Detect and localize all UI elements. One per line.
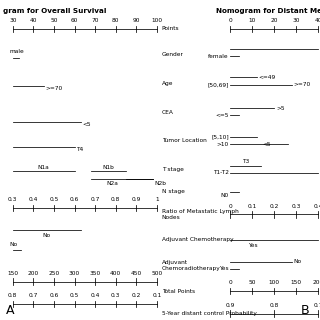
- Text: 500: 500: [151, 271, 163, 276]
- Text: B: B: [301, 304, 309, 317]
- Text: 0.7: 0.7: [314, 303, 320, 308]
- Text: T stage: T stage: [162, 167, 183, 172]
- Text: 0.8: 0.8: [8, 293, 18, 298]
- Text: 0.1: 0.1: [248, 204, 257, 209]
- Text: 50: 50: [249, 280, 256, 285]
- Text: gram for Overall Survival: gram for Overall Survival: [3, 8, 107, 14]
- Text: 0: 0: [228, 280, 232, 285]
- Text: 0.1: 0.1: [152, 293, 161, 298]
- Text: 100: 100: [269, 280, 280, 285]
- Text: 70: 70: [91, 18, 99, 23]
- Text: 0.6: 0.6: [49, 293, 59, 298]
- Text: male: male: [10, 49, 24, 54]
- Text: T3: T3: [242, 159, 249, 164]
- Text: 0.7: 0.7: [90, 197, 100, 202]
- Text: 0.3: 0.3: [111, 293, 120, 298]
- Text: 0.4: 0.4: [29, 197, 38, 202]
- Text: 90: 90: [132, 18, 140, 23]
- Text: Gender: Gender: [162, 52, 183, 57]
- Text: 30: 30: [9, 18, 17, 23]
- Text: Tumor Location: Tumor Location: [162, 138, 206, 143]
- Text: 150: 150: [291, 280, 302, 285]
- Text: 60: 60: [71, 18, 78, 23]
- Text: 100: 100: [151, 18, 162, 23]
- Text: 0.2: 0.2: [132, 293, 141, 298]
- Text: 200: 200: [28, 271, 39, 276]
- Text: >=70: >=70: [294, 82, 311, 87]
- Text: 400: 400: [110, 271, 121, 276]
- Text: CEA: CEA: [162, 109, 173, 115]
- Text: 0.9: 0.9: [132, 197, 141, 202]
- Text: 450: 450: [131, 271, 142, 276]
- Text: 350: 350: [90, 271, 101, 276]
- Text: 10: 10: [249, 18, 256, 23]
- Text: 200: 200: [313, 280, 320, 285]
- Text: female: female: [208, 53, 229, 59]
- Text: Adjuvant
Chemoradiotherapy: Adjuvant Chemoradiotherapy: [162, 260, 220, 271]
- Text: >=70: >=70: [45, 86, 62, 92]
- Text: 1: 1: [155, 197, 159, 202]
- Text: A: A: [6, 304, 15, 317]
- Text: 0.5: 0.5: [70, 293, 79, 298]
- Text: male: male: [319, 46, 320, 51]
- Text: T1-T2: T1-T2: [213, 170, 229, 175]
- Text: 0.3: 0.3: [292, 204, 301, 209]
- Text: 0: 0: [228, 204, 232, 209]
- Text: <=49: <=49: [259, 75, 276, 80]
- Text: Total Points: Total Points: [162, 289, 195, 294]
- Text: 0.8: 0.8: [270, 303, 279, 308]
- Text: 80: 80: [112, 18, 119, 23]
- Text: 5-Year distant control Probability: 5-Year distant control Probability: [162, 311, 256, 316]
- Text: 0.9: 0.9: [226, 303, 235, 308]
- Text: Adjuvant Chemotherapy: Adjuvant Chemotherapy: [162, 237, 233, 243]
- Text: No: No: [10, 242, 18, 247]
- Text: 0.2: 0.2: [270, 204, 279, 209]
- Text: [5,10]: [5,10]: [211, 134, 229, 140]
- Text: Yes: Yes: [248, 243, 257, 248]
- Text: No: No: [43, 233, 51, 238]
- Text: 150: 150: [7, 271, 18, 276]
- Text: N stage: N stage: [162, 189, 184, 195]
- Text: N2b: N2b: [154, 181, 166, 186]
- Text: 0.6: 0.6: [70, 197, 79, 202]
- Text: <5: <5: [263, 141, 271, 147]
- Text: T4: T4: [76, 147, 84, 152]
- Text: 250: 250: [48, 271, 60, 276]
- Text: Points: Points: [162, 26, 179, 31]
- Text: 40: 40: [315, 18, 320, 23]
- Text: Age: Age: [162, 81, 173, 86]
- Text: 40: 40: [30, 18, 37, 23]
- Text: 0.4: 0.4: [90, 293, 100, 298]
- Text: 20: 20: [271, 18, 278, 23]
- Text: 30: 30: [293, 18, 300, 23]
- Text: 300: 300: [69, 271, 80, 276]
- Text: 0.7: 0.7: [29, 293, 38, 298]
- Text: N1a: N1a: [38, 164, 50, 170]
- Text: Ratio of Metastatic Lymph
Nodes: Ratio of Metastatic Lymph Nodes: [162, 209, 238, 220]
- Text: 0: 0: [228, 18, 232, 23]
- Text: 0.4: 0.4: [314, 204, 320, 209]
- Text: N1b: N1b: [102, 164, 114, 170]
- Text: N0: N0: [220, 193, 229, 198]
- Text: 0.3: 0.3: [8, 197, 18, 202]
- Text: No: No: [294, 259, 302, 264]
- Text: Nomogram for Distant Me: Nomogram for Distant Me: [216, 8, 320, 14]
- Text: [50,69]: [50,69]: [207, 82, 229, 87]
- Text: <5: <5: [82, 122, 91, 127]
- Text: N2a: N2a: [106, 181, 118, 186]
- Text: >5: >5: [276, 106, 284, 111]
- Text: <=5: <=5: [215, 113, 229, 118]
- Text: 50: 50: [50, 18, 58, 23]
- Text: 0.5: 0.5: [49, 197, 59, 202]
- Text: Yes: Yes: [219, 266, 229, 271]
- Text: 0.8: 0.8: [111, 197, 120, 202]
- Text: >10: >10: [217, 141, 229, 147]
